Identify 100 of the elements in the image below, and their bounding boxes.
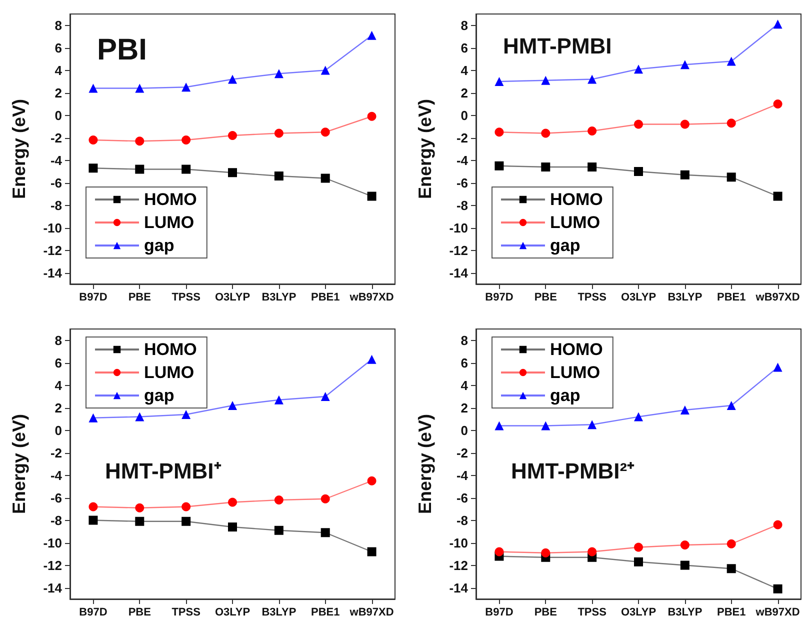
point	[320, 392, 330, 401]
x-tick-label: TPSS	[172, 292, 200, 304]
x-tick-label: O3LYP	[620, 606, 656, 618]
point	[773, 100, 782, 108]
y-tick-label: 6	[460, 355, 468, 370]
x-tick-label: PBE1	[716, 292, 746, 304]
legend-label: LUMO	[144, 363, 194, 382]
point	[634, 412, 643, 422]
point	[135, 412, 144, 422]
point	[773, 520, 782, 530]
x-tick-label: B3LYP	[262, 606, 296, 618]
legend-label: LUMO	[144, 213, 194, 232]
x-tick-label: TPSS	[578, 292, 606, 304]
y-tick-label: -10	[449, 220, 468, 236]
y-tick-label: -8	[456, 512, 468, 528]
point	[182, 164, 191, 174]
legend-label: gap	[144, 236, 174, 255]
point	[228, 131, 237, 140]
legend-label: HOMO	[144, 340, 197, 359]
point	[135, 503, 144, 512]
y-tick-label: 4	[54, 62, 63, 78]
x-tick-label: TPSS	[578, 606, 606, 618]
x-tick-label: PBE	[128, 606, 151, 618]
y-tick-label: 2	[460, 400, 468, 416]
y-tick-label: 4	[460, 62, 469, 78]
point	[773, 362, 782, 372]
y-tick-label: 0	[54, 108, 62, 123]
y-tick-label: 2	[460, 85, 468, 100]
point	[135, 136, 144, 146]
x-tick-label: PBE	[534, 606, 557, 618]
text: HMT-PMBI	[503, 34, 612, 58]
legend-label: gap	[550, 236, 580, 255]
point	[228, 401, 237, 410]
y-tick-label: -2	[50, 130, 62, 146]
point	[88, 516, 98, 525]
y-tick-label: 4	[54, 378, 63, 393]
x-tick-label: B97D	[79, 606, 108, 618]
legend-label: HOMO	[144, 190, 197, 209]
point	[588, 126, 597, 136]
x-tick-label: PBE	[128, 292, 151, 304]
point	[726, 56, 736, 66]
y-tick-label: -14	[43, 265, 63, 280]
x-tick-label: B3LYP	[668, 606, 702, 618]
point	[634, 167, 643, 176]
point	[541, 76, 550, 85]
point	[228, 498, 237, 507]
point	[228, 168, 237, 178]
y-tick-label: -8	[50, 198, 62, 213]
y-tick-label: -4	[456, 152, 469, 168]
y-axis-title: Energy (eV)	[415, 98, 435, 200]
y-tick-label: -12	[449, 242, 468, 258]
y-tick-label: 0	[460, 422, 468, 438]
point	[88, 84, 98, 93]
y-axis-title: Energy (eV)	[9, 98, 29, 200]
point	[726, 539, 736, 548]
y-tick-label: 8	[460, 332, 468, 348]
y-tick-label: 8	[54, 18, 62, 33]
y-tick-label: -2	[50, 445, 62, 460]
point	[680, 170, 690, 180]
text: PBI	[97, 34, 148, 66]
point	[494, 128, 504, 137]
y-tick-label: -6	[50, 490, 62, 506]
point	[773, 584, 782, 594]
point	[320, 128, 330, 137]
point	[588, 162, 597, 172]
y-tick-label: -10	[43, 220, 62, 236]
point	[274, 172, 284, 180]
point	[367, 112, 376, 121]
y-tick-label: 6	[54, 40, 62, 56]
point	[680, 120, 690, 129]
x-tick-label: B97D	[79, 292, 108, 304]
point	[367, 547, 376, 556]
point	[182, 82, 191, 92]
point	[367, 354, 376, 364]
x-tick-label: wB97XD	[348, 606, 394, 618]
text: HMT-PMBI⁺	[105, 458, 222, 484]
x-tick-label: wB97XD	[754, 606, 800, 618]
y-tick-label: -10	[43, 535, 62, 550]
x-tick-label: B3LYP	[668, 292, 702, 304]
point	[541, 162, 550, 172]
x-tick-label: wB97XD	[348, 292, 394, 304]
legend-label: HOMO	[550, 190, 603, 209]
y-tick-label: -2	[456, 445, 468, 460]
point	[494, 421, 504, 430]
point	[541, 421, 550, 430]
y-tick-label: -14	[449, 265, 469, 280]
point	[274, 496, 284, 504]
point	[494, 77, 504, 86]
point	[634, 120, 643, 129]
point	[367, 476, 376, 486]
y-tick-label: -6	[456, 175, 468, 190]
point	[135, 84, 144, 93]
y-tick-label: -10	[449, 535, 468, 550]
x-tick-label: PBE	[534, 292, 557, 304]
y-tick-label: 0	[460, 108, 468, 123]
point	[88, 164, 98, 173]
point	[135, 164, 144, 174]
point	[634, 557, 643, 566]
point	[182, 502, 191, 512]
y-tick-label: -4	[50, 468, 63, 483]
